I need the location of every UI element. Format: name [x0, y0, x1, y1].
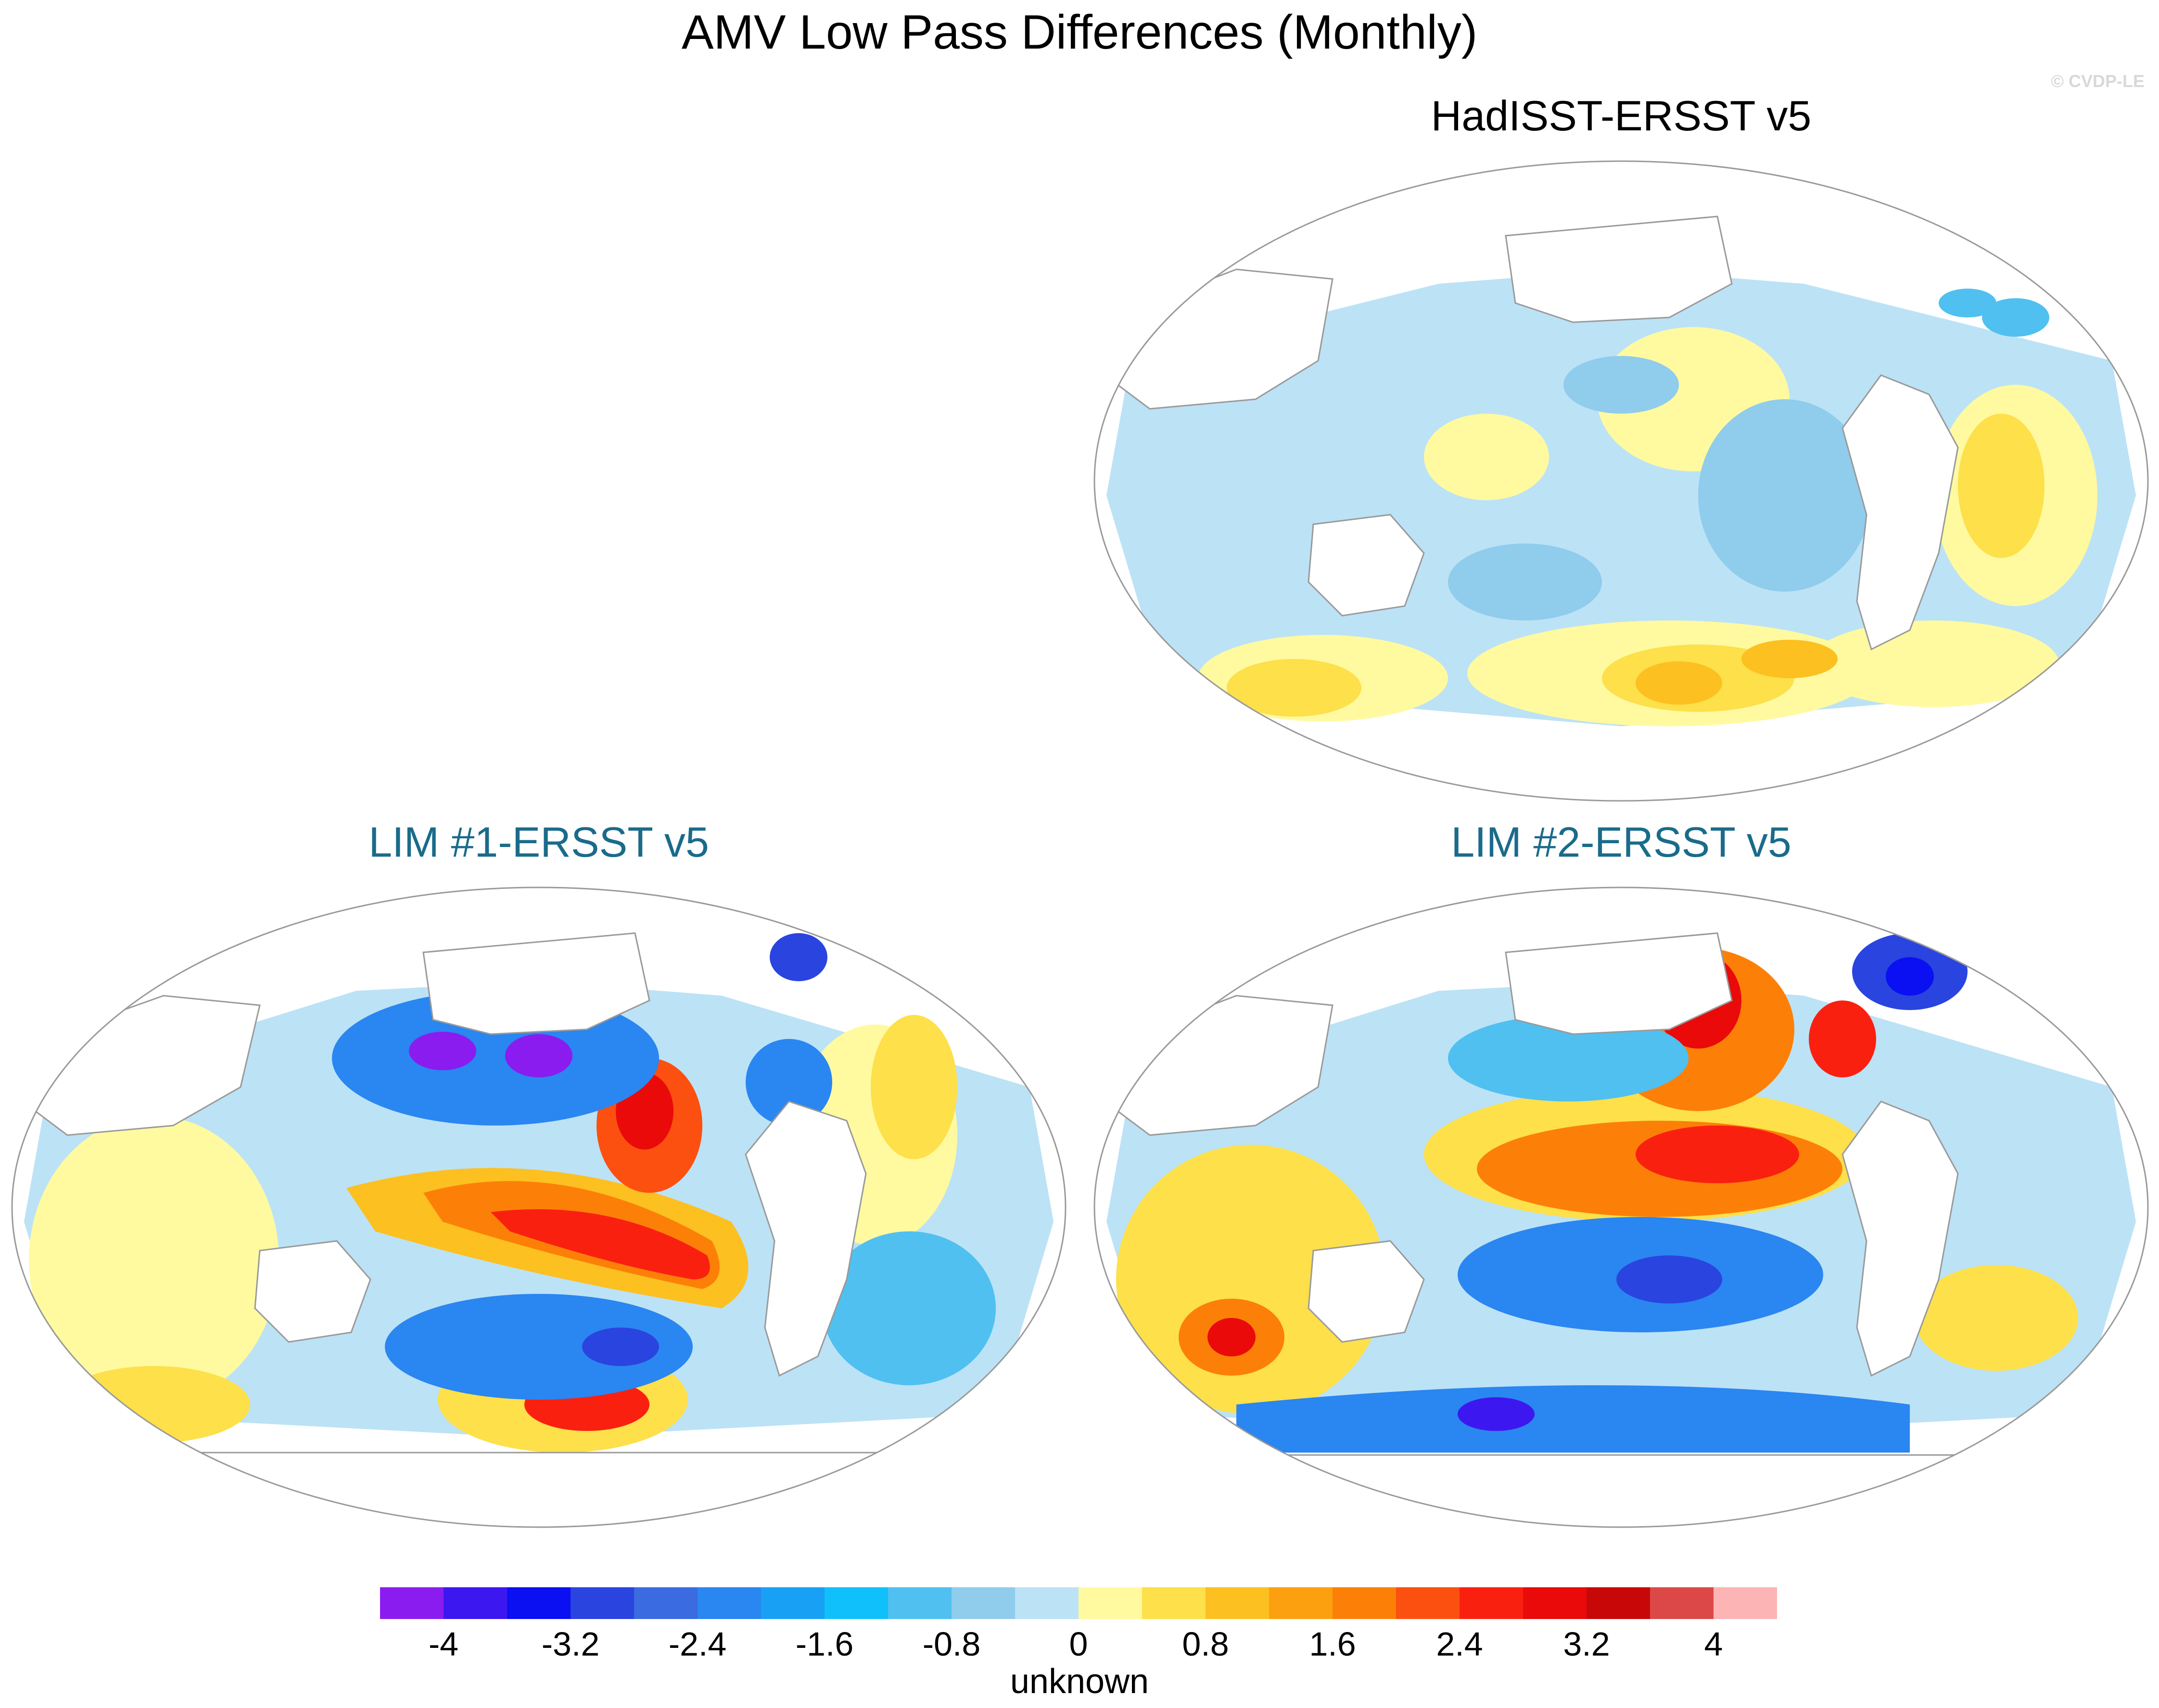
colorbar-segment: [1206, 1587, 1269, 1619]
colorbar-segment: [1079, 1587, 1142, 1619]
colorbar-segment: [444, 1587, 507, 1619]
colorbar-segment: [634, 1587, 698, 1619]
colorbar-segment: [1269, 1587, 1333, 1619]
colorbar-segment: [1142, 1587, 1206, 1619]
colorbar-tick-label: 1.6: [1309, 1625, 1356, 1663]
colorbar-segment: [380, 1587, 444, 1619]
colorbar-segment: [1396, 1587, 1460, 1619]
colorbar-segment: [1523, 1587, 1587, 1619]
colorbar-segment: [1333, 1587, 1396, 1619]
colorbar-segment: [825, 1587, 888, 1619]
panel-title-hadisst: HadISST-ERSST v5: [1431, 92, 1812, 139]
colorbar-segment: [1015, 1587, 1079, 1619]
colorbar-segment: [1460, 1587, 1523, 1619]
colorbar: [380, 1587, 1777, 1619]
colorbar-labels: -4 -3.2 -2.4 -1.6 -0.8 0 0.8 1.6 2.4 3.2 4: [380, 1625, 1777, 1668]
panel-title-lim2: LIM #2-ERSST v5: [1451, 818, 1791, 866]
colorbar-unit-label: unknown: [1010, 1662, 1149, 1701]
colorbar-segment: [1587, 1587, 1650, 1619]
colorbar-tick-label: 0: [1069, 1625, 1088, 1663]
colorbar-segment: [888, 1587, 952, 1619]
colorbar-segment: [571, 1587, 634, 1619]
panel-title-lim1: LIM #1-ERSST v5: [368, 818, 709, 866]
colorbar-segment: [1714, 1587, 1777, 1619]
colorbar-segment: [698, 1587, 761, 1619]
colorbar-tick-label: 0.8: [1182, 1625, 1229, 1663]
watermark: © CVDP-LE: [2051, 71, 2145, 91]
colorbar-tick-label: -3.2: [541, 1625, 600, 1663]
figure-title: AMV Low Pass Differences (Monthly): [681, 5, 1478, 59]
colorbar-segment: [761, 1587, 825, 1619]
map-lim1: [11, 886, 1067, 1528]
colorbar-segment: [952, 1587, 1015, 1619]
colorbar-tick-label: -0.8: [922, 1625, 981, 1663]
colorbar-tick-label: 4: [1704, 1625, 1723, 1663]
colorbar-tick-label: 3.2: [1563, 1625, 1610, 1663]
colorbar-segment: [507, 1587, 571, 1619]
colorbar-tick-label: -4: [428, 1625, 459, 1663]
map-lim2: [1093, 886, 2149, 1528]
colorbar-tick-label: -2.4: [668, 1625, 727, 1663]
colorbar-segment: [1650, 1587, 1714, 1619]
colorbar-tick-label: 2.4: [1436, 1625, 1483, 1663]
colorbar-tick-label: -1.6: [795, 1625, 854, 1663]
map-hadisst: [1093, 160, 2149, 802]
